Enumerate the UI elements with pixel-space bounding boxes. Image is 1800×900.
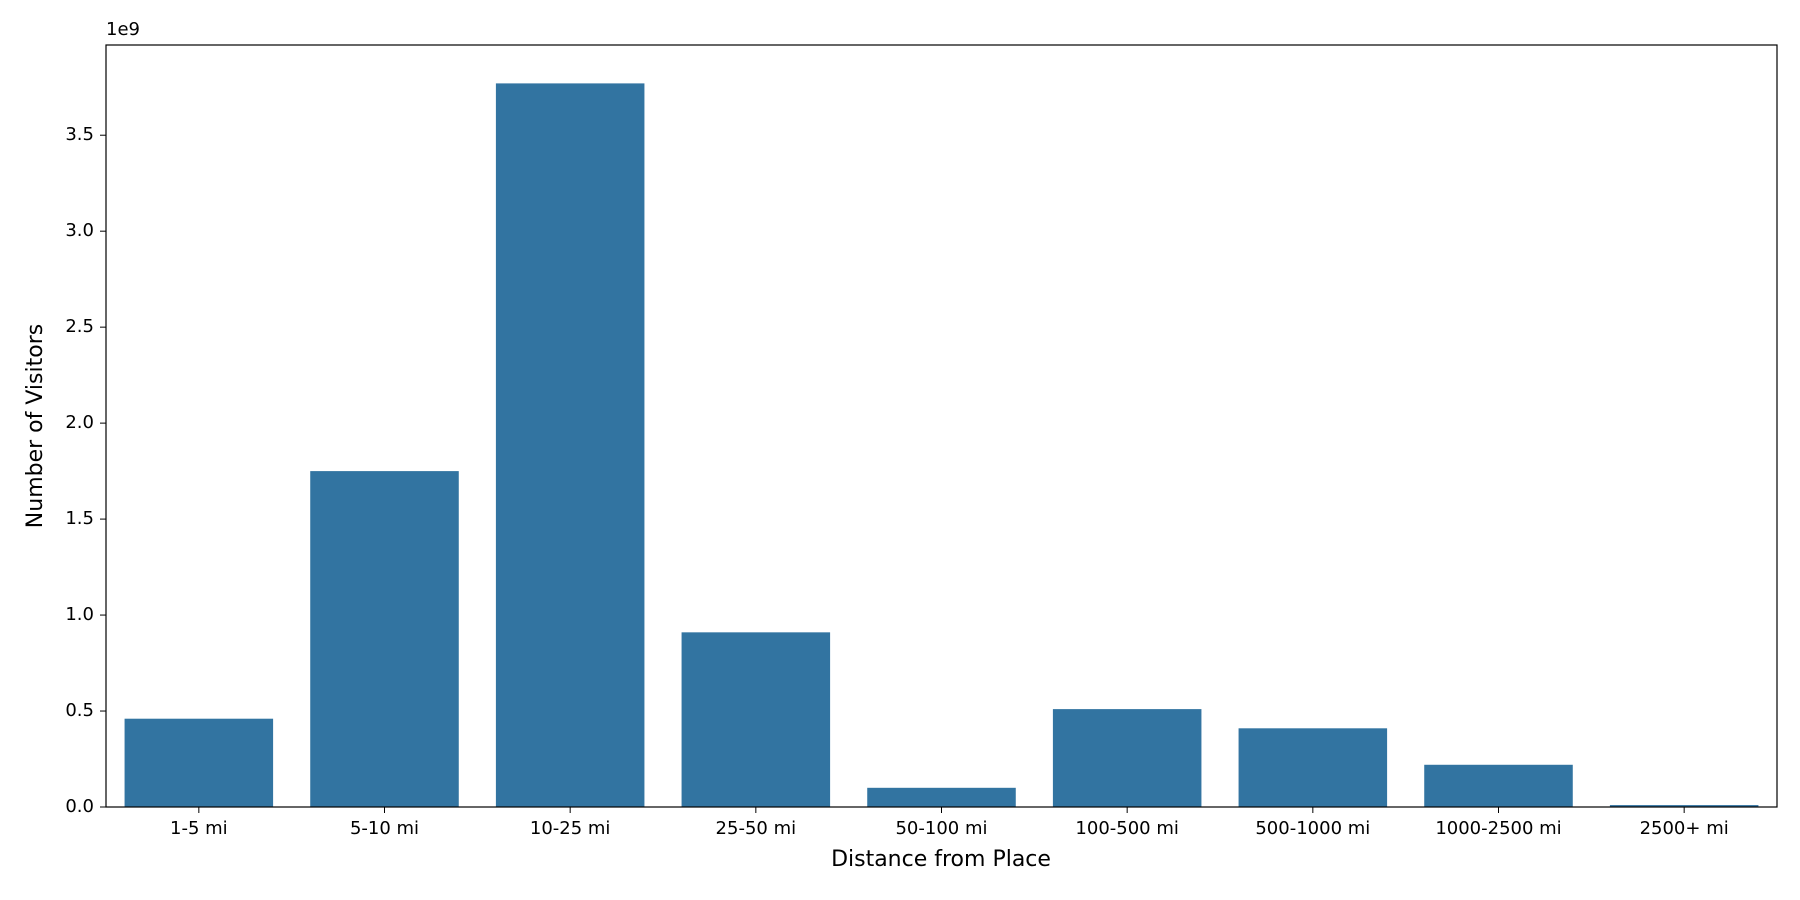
y-offset-label: 1e9: [106, 19, 140, 40]
x-tick-label: 2500+ mi: [1640, 818, 1729, 839]
x-tick-label: 100-500 mi: [1075, 818, 1178, 839]
y-tick-label: 2.5: [65, 316, 94, 337]
y-tick-label: 0.5: [65, 700, 94, 721]
bar: [867, 787, 1016, 807]
x-tick-label: 25-50 mi: [716, 818, 797, 839]
bar: [681, 632, 831, 807]
bar: [1052, 709, 1202, 807]
x-axis-label: Distance from Place: [831, 847, 1051, 872]
bar: [1609, 805, 1759, 807]
y-tick-label: 1.0: [65, 604, 94, 625]
x-tick-label: 500-1000 mi: [1255, 818, 1370, 839]
x-tick-label: 10-25 mi: [530, 818, 611, 839]
x-tick-label: 50-100 mi: [895, 818, 987, 839]
bar: [495, 83, 645, 807]
bar: [310, 471, 459, 807]
x-tick-label: 1000-2500 mi: [1435, 818, 1561, 839]
x-tick-label: 5-10 mi: [350, 818, 419, 839]
bar: [1424, 764, 1573, 807]
bar: [124, 718, 274, 807]
y-axis-label: Number of Visitors: [23, 324, 48, 528]
bar: [1238, 728, 1388, 807]
y-tick-label: 1.5: [65, 508, 94, 529]
x-tick-label: 1-5 mi: [170, 818, 228, 839]
y-tick-label: 2.0: [65, 412, 94, 433]
y-tick-label: 0.0: [65, 796, 94, 817]
y-tick-label: 3.0: [65, 220, 94, 241]
y-tick-label: 3.5: [65, 124, 94, 145]
plot-frame: [105, 44, 1778, 808]
